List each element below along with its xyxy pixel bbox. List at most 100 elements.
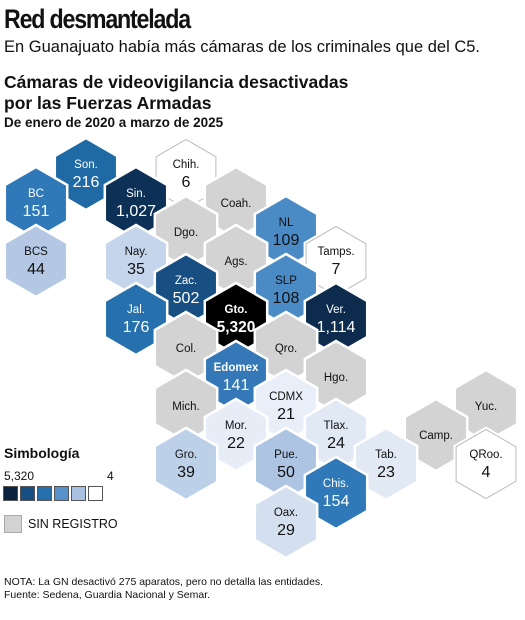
hex-value-zac: 502: [173, 290, 200, 307]
hex-label-nay: Nay.: [125, 246, 148, 258]
hex-label-gro: Gro.: [175, 449, 197, 461]
hex-value-oax: 29: [277, 522, 295, 539]
hex-mich: Mich.: [153, 368, 219, 444]
hex-label-tab: Tab.: [375, 449, 397, 461]
legend-min-label: 4: [107, 469, 114, 483]
legend-swatch-0: [3, 486, 18, 501]
legend-no-data-swatch: [4, 515, 22, 533]
hex-mor: Mor. 22: [203, 397, 269, 473]
hex-chis: Chis. 154: [303, 455, 369, 531]
hex-value-mor: 22: [227, 435, 245, 452]
hex-value-tamps: 7: [332, 261, 341, 278]
chart-title-line-2: por las Fuerzas Armadas: [4, 93, 212, 113]
hex-label-gto: Gto.: [225, 304, 248, 316]
hex-label-ver: Ver.: [326, 304, 346, 316]
hex-label-camp: Camp.: [419, 430, 453, 442]
hex-label-qro: Qro.: [275, 343, 297, 355]
headline: Red desmantelada: [4, 4, 191, 34]
hex-oax: Oax. 29: [253, 484, 319, 560]
deck: En Guanajuato había más cámaras de los c…: [4, 38, 481, 56]
hex-label-yuc: Yuc.: [475, 401, 497, 413]
hex-value-tlax: 24: [327, 435, 345, 452]
legend-swatch-1: [20, 486, 35, 501]
hex-label-tamps: Tamps.: [317, 246, 354, 258]
hex-label-ags: Ags.: [224, 256, 247, 268]
hex-value-pue: 50: [277, 464, 295, 481]
hex-col: Col.: [153, 310, 219, 386]
hex-value-sin: 1,027: [116, 203, 156, 220]
hex-value-bc: 151: [23, 203, 50, 220]
hex-label-mich: Mich.: [172, 401, 199, 413]
hex-label-oax: Oax.: [274, 507, 298, 519]
hex-value-son: 216: [73, 174, 100, 191]
hex-value-gto: 5,320: [217, 319, 256, 336]
hex-qroo: QRoo. 4: [453, 426, 519, 502]
legend-swatch-2: [37, 486, 52, 501]
hex-label-sin: Sin.: [126, 188, 146, 200]
hex-coah: Coah.: [203, 165, 269, 241]
legend-swatch-4: [71, 486, 86, 501]
hex-shape-bc: [3, 165, 69, 241]
hex-value-bcs: 44: [27, 261, 45, 278]
hex-label-jal: Jal.: [127, 304, 145, 316]
hex-label-hgo: Hgo.: [324, 372, 348, 384]
hex-label-edomex: Edomex: [214, 362, 259, 374]
hex-son: Son. 216: [53, 136, 119, 212]
hex-label-qroo: QRoo.: [469, 449, 502, 461]
hex-value-edomex: 141: [223, 377, 250, 394]
hex-label-dgo: Dgo.: [174, 227, 198, 239]
hex-shape-oax: [253, 484, 319, 560]
hex-label-col: Col.: [176, 343, 196, 355]
notes: NOTA: La GN desactivó 275 aparatos, pero…: [4, 576, 323, 602]
hex-label-coah: Coah.: [221, 198, 252, 210]
hex-pue: Pue. 50: [253, 426, 319, 502]
hex-label-mor: Mor.: [225, 420, 247, 432]
hex-cdmx: CDMX 21: [253, 368, 319, 444]
hex-label-zac: Zac.: [175, 275, 197, 287]
hex-label-bcs: BCS: [24, 246, 48, 258]
hex-label-cdmx: CDMX: [269, 391, 303, 403]
chart-title: Cámaras de videovigilancia desactivadas …: [4, 72, 364, 114]
hex-label-slp: SLP: [275, 275, 297, 287]
hex-value-tab: 23: [377, 464, 395, 481]
hex-value-qroo: 4: [482, 464, 491, 481]
hex-tab: Tab. 23: [353, 426, 419, 502]
hex-label-tlax: Tlax.: [324, 420, 349, 432]
chart-title-line-1: Cámaras de videovigilancia desactivadas: [4, 72, 349, 92]
source-text: Fuente: Sedena, Guardia Nacional y Semar…: [4, 589, 211, 601]
hex-label-pue: Pue.: [274, 449, 298, 461]
hex-value-nay: 35: [127, 261, 145, 278]
hex-value-slp: 108: [273, 290, 300, 307]
hex-value-chis: 154: [323, 493, 350, 510]
hex-label-chih: Chih.: [173, 159, 200, 171]
hex-bc: BC 151: [3, 165, 69, 241]
legend-no-data-label: SIN REGISTRO: [28, 517, 118, 531]
hex-value-gro: 39: [177, 464, 195, 481]
legend-max-label: 5,320: [4, 469, 35, 483]
hex-nay: Nay. 35: [103, 223, 169, 299]
hex-label-bc: BC: [28, 188, 44, 200]
hex-gro: Gro. 39: [153, 426, 219, 502]
hex-shape-bcs: [3, 223, 69, 299]
legend-swatch-3: [54, 486, 69, 501]
hex-value-jal: 176: [123, 319, 150, 336]
legend-color-scale: [3, 486, 105, 501]
legend-swatch-5: [88, 486, 103, 501]
hex-sin: Sin. 1,027: [103, 165, 169, 241]
hex-value-chih: 6: [182, 174, 191, 191]
hex-nl: NL 109: [253, 194, 319, 270]
hex-outline-qroo: [455, 428, 517, 500]
hex-value-cdmx: 21: [277, 406, 295, 423]
chart-subtitle: De enero de 2020 a marzo de 2025: [4, 115, 224, 130]
hex-tamps: Tamps. 7: [303, 223, 369, 299]
hex-shape-gro: [153, 426, 219, 502]
legend-title: Simbología: [4, 445, 80, 461]
hex-label-nl: NL: [279, 217, 294, 229]
hex-value-nl: 109: [273, 232, 300, 249]
hex-value-ver: 1,114: [317, 319, 356, 336]
legend-no-data: SIN REGISTRO: [4, 515, 118, 533]
hex-label-son: Son.: [74, 159, 98, 171]
note-text: NOTA: La GN desactivó 275 aparatos, pero…: [4, 576, 324, 588]
hex-label-chis: Chis.: [323, 478, 349, 490]
